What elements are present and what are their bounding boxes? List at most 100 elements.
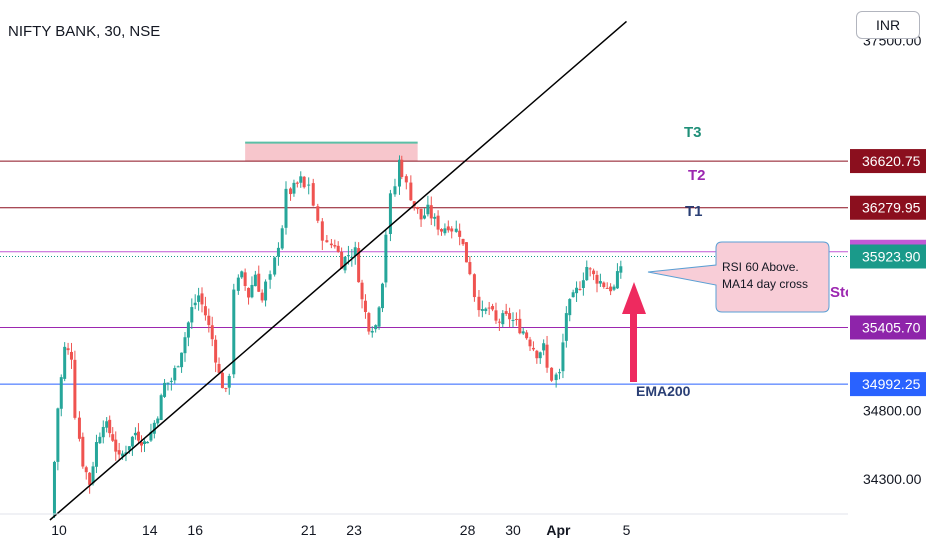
candle-body [108, 419, 112, 434]
candle-body [487, 307, 491, 309]
price-tag-label-5: 34992.25 [862, 376, 921, 392]
candle-body [183, 337, 187, 354]
candle-body [136, 431, 140, 441]
candle-body [98, 436, 102, 444]
candle-body [554, 374, 558, 381]
candle-body [210, 325, 214, 340]
candle-body [561, 342, 565, 372]
time-tick-label: Apr [546, 522, 571, 538]
candle-body [159, 395, 163, 421]
candle-body [416, 207, 420, 210]
candle-body [105, 421, 109, 428]
candle-body [357, 248, 361, 283]
candle-body [139, 442, 143, 446]
candle-body [575, 287, 579, 294]
candle-body [412, 201, 416, 207]
candle-body [464, 242, 468, 263]
candle-body [59, 377, 63, 409]
price-tick-label: 34300.00 [863, 471, 922, 487]
price-tag-0 [850, 149, 926, 174]
candle-body [550, 367, 554, 381]
candle-body [380, 283, 384, 309]
candle-body [173, 368, 177, 381]
price-tag-label-1: 36279.95 [862, 200, 921, 216]
candle-body [508, 313, 512, 320]
candle-body [193, 302, 197, 306]
candle-body [91, 466, 95, 484]
candle-body [203, 306, 207, 316]
candle-body [268, 274, 272, 280]
candle-body [289, 188, 293, 195]
candle-body [426, 204, 430, 215]
candle-body [588, 268, 592, 270]
candle-body [384, 234, 388, 283]
candle-body [578, 288, 582, 290]
candle-body [605, 287, 609, 289]
candle-body [111, 434, 115, 441]
time-axis[interactable]: 10 14 16 21 23 28 30 Apr 5 [0, 513, 848, 538]
candle-body [340, 251, 344, 269]
candle-body [117, 450, 121, 455]
arrow-head [622, 282, 646, 314]
candle-body [143, 441, 147, 444]
candle-body [276, 247, 280, 257]
candle-body [250, 284, 254, 298]
callout[interactable]: RSI 60 Above. MA14 day cross [647, 241, 830, 313]
symbol-title: NIFTY BANK, 30, NSE [8, 23, 160, 40]
price-tag-label-4: 35405.70 [862, 319, 921, 335]
candle-body [511, 319, 515, 321]
candle-body [436, 215, 440, 230]
candle-body [568, 299, 572, 316]
candle-body [363, 300, 367, 313]
candle-body [377, 307, 381, 327]
candle-body [518, 318, 522, 334]
candle-body [316, 206, 320, 221]
candle-body [538, 352, 542, 359]
ema200-label: EMA200 [636, 383, 691, 399]
candle-body [602, 282, 606, 287]
candle-body [598, 281, 602, 284]
candle-body [477, 296, 481, 311]
candle-body [320, 221, 324, 241]
candle-body [501, 313, 505, 325]
candle-body [454, 228, 458, 232]
price-tag-label-0: 36620.75 [862, 153, 921, 169]
candle-body [329, 243, 333, 246]
candle-body [232, 289, 236, 375]
candle-body [422, 215, 426, 219]
currency-button[interactable]: INR [856, 11, 920, 39]
price-tag-5 [850, 372, 926, 397]
candle-body [56, 408, 60, 462]
candle-body [450, 228, 454, 232]
callout-bubble[interactable] [647, 241, 830, 313]
candle-body [370, 330, 374, 333]
candle-body [461, 238, 465, 245]
candle-body [186, 322, 190, 338]
time-tick-label: 14 [142, 522, 158, 538]
candle-body [307, 184, 311, 186]
trendline[interactable] [49, 20, 627, 521]
candle-body [484, 308, 488, 312]
price-tick-label: 34800.00 [863, 402, 922, 418]
candle-body [243, 272, 247, 286]
candle-body [521, 331, 525, 334]
candle-body [273, 257, 277, 275]
price-tag-4 [850, 315, 926, 340]
candle-body [480, 309, 484, 311]
candle-body [343, 256, 347, 271]
candle-body [353, 247, 357, 257]
candle-body [77, 417, 81, 439]
candle-body [227, 375, 231, 388]
ema-arrow[interactable] [622, 282, 646, 382]
candle-body [612, 286, 616, 290]
price-tag-3 [850, 244, 926, 269]
candle-body [176, 366, 180, 368]
candle-body [443, 228, 447, 234]
candle-body [458, 230, 462, 237]
candle-body [333, 245, 337, 247]
price-tag-1 [850, 195, 926, 220]
candle-body [133, 432, 137, 436]
candle-body [163, 382, 167, 397]
